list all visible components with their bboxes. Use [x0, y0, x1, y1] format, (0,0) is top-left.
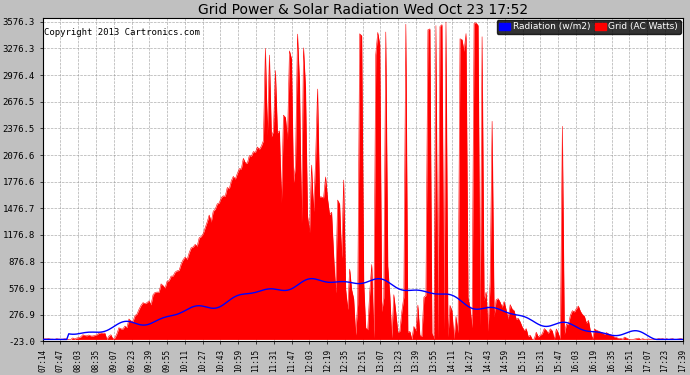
- Title: Grid Power & Solar Radiation Wed Oct 23 17:52: Grid Power & Solar Radiation Wed Oct 23 …: [197, 3, 528, 17]
- Text: Copyright 2013 Cartronics.com: Copyright 2013 Cartronics.com: [44, 28, 200, 37]
- Legend: Radiation (w/m2), Grid (AC Watts): Radiation (w/m2), Grid (AC Watts): [497, 20, 681, 34]
